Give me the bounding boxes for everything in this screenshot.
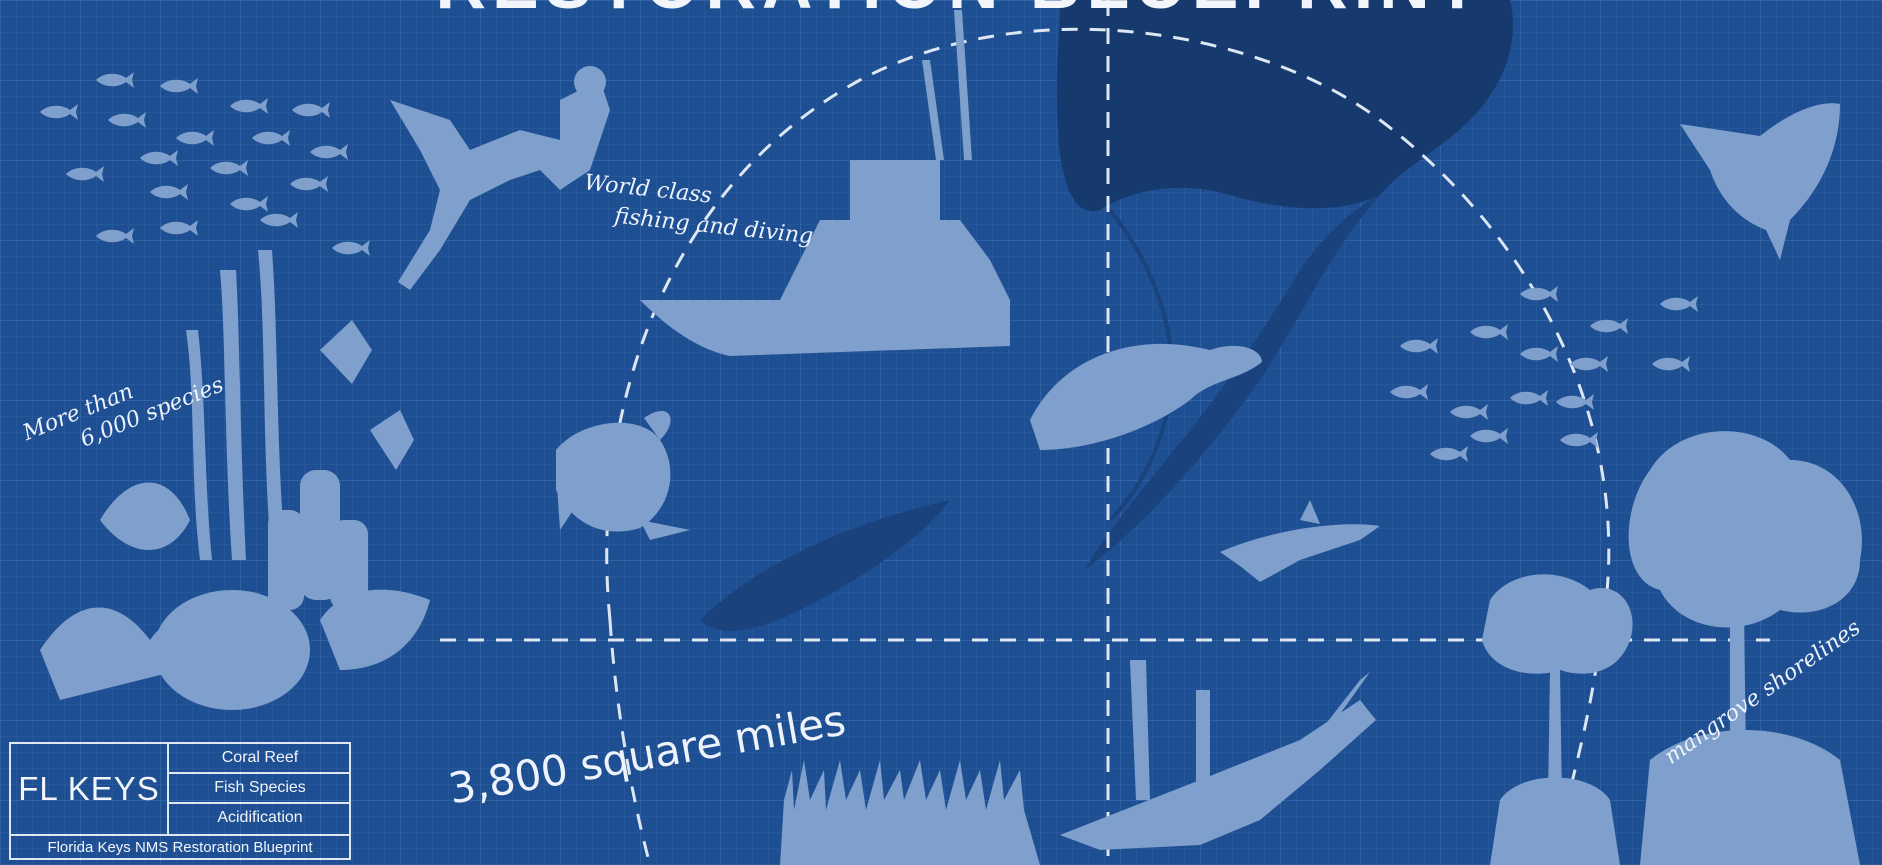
shipwreck-icon bbox=[1060, 660, 1376, 850]
seagrass-icon bbox=[780, 760, 1040, 865]
manatee-icon bbox=[1030, 343, 1262, 450]
turtle-icon bbox=[556, 410, 690, 540]
page-title: RESTORATION BLUEPRINT bbox=[330, 0, 1590, 19]
legend-row-fish-species: Fish Species bbox=[169, 774, 351, 804]
legend-main-label: FL KEYS bbox=[11, 744, 169, 834]
mangrove-icon bbox=[1482, 431, 1862, 865]
legend-row-coral-reef: Coral Reef bbox=[169, 744, 351, 774]
sailfish-icon bbox=[1680, 103, 1840, 260]
legend-row-acidification: Acidification bbox=[217, 809, 303, 826]
shark-icon bbox=[1220, 500, 1380, 582]
angelfish-icon bbox=[320, 320, 414, 470]
diver-icon bbox=[390, 66, 610, 290]
legend-box: FL KEYS Coral Reef Fish Species Acidific… bbox=[9, 742, 351, 860]
coral-reef-icon bbox=[40, 250, 430, 710]
florida-map-icon bbox=[700, 0, 1514, 631]
legend-footer: Florida Keys NMS Restoration Blueprint bbox=[11, 834, 349, 862]
boat-icon bbox=[640, 10, 1010, 356]
